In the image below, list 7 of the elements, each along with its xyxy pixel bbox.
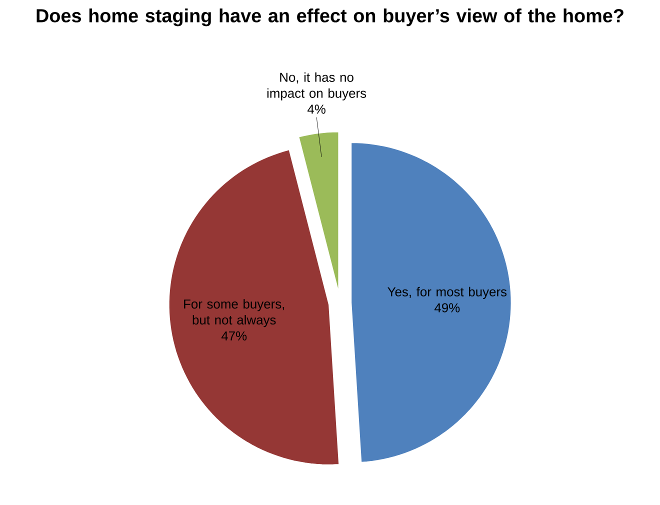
data-label: 47% [221, 331, 247, 340]
slice-label: For some buyers, but not always [184, 299, 284, 328]
slice-label: No, it has no impact on buyers [267, 72, 366, 100]
chart-title: Does home staging have an effect on buyer’s view of the home? [36, 8, 624, 26]
slice-label: Yes, for most buyers [388, 286, 507, 299]
data-label: 4% [307, 104, 326, 114]
data-label: 49% [434, 303, 460, 312]
